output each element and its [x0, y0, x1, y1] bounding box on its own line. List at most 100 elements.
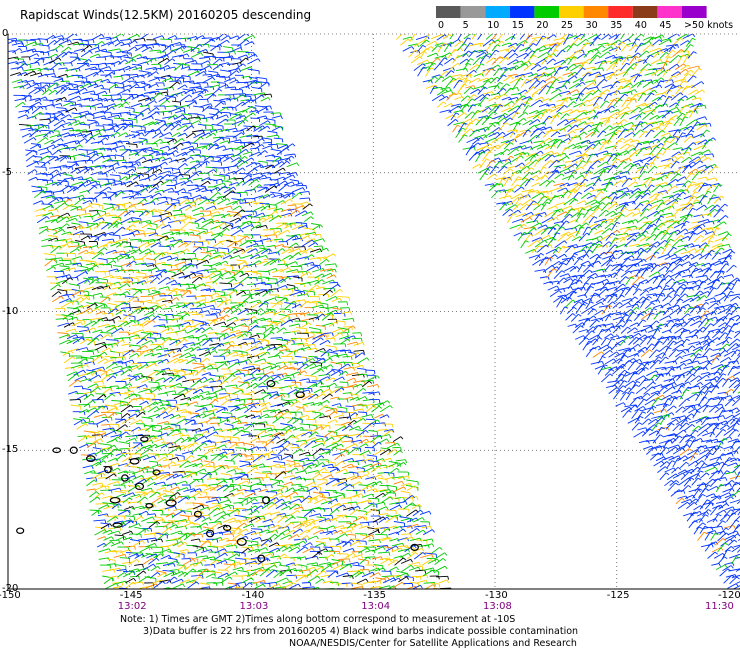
wind-barb — [192, 388, 201, 395]
wind-barb — [149, 276, 158, 284]
wind-barb — [246, 283, 255, 286]
wind-barb — [320, 268, 332, 272]
wind-barb-flag — [217, 211, 221, 215]
wind-barb — [195, 327, 203, 333]
wind-barb — [38, 228, 47, 235]
wind-barb — [238, 276, 249, 284]
wind-barb-flag — [318, 296, 321, 301]
wind-barb — [274, 238, 283, 241]
wind-barb — [219, 97, 230, 101]
wind-barb — [165, 93, 176, 101]
wind-barb — [192, 136, 202, 144]
wind-barb-flag — [254, 168, 258, 172]
wind-barb — [275, 248, 283, 254]
wind-barb — [276, 223, 285, 229]
wind-barb-flag — [44, 125, 48, 129]
wind-barb-flag — [254, 162, 258, 166]
wind-barb-flag — [302, 187, 306, 191]
wind-barb-flag — [102, 191, 106, 195]
wind-barb — [126, 260, 135, 267]
wind-barb-flag — [288, 158, 291, 162]
wind-barb — [144, 91, 155, 94]
wind-barb-flag — [65, 275, 68, 280]
wind-barb-flag — [46, 84, 50, 88]
wind-barb — [339, 338, 348, 345]
wind-barb — [179, 177, 188, 180]
wind-barb — [20, 127, 32, 131]
wind-barb — [43, 130, 52, 138]
wind-barb — [152, 132, 162, 139]
wind-barb — [34, 96, 46, 102]
wind-barb-flag — [214, 56, 217, 60]
wind-barb — [149, 49, 161, 52]
wind-barb — [219, 140, 228, 144]
wind-barb — [282, 254, 291, 260]
wind-barb — [233, 248, 244, 254]
wind-barb — [81, 205, 91, 211]
wind-barb — [295, 221, 307, 224]
wind-barb — [146, 331, 158, 333]
wind-barb-flag — [207, 181, 211, 185]
wind-barb-flag — [108, 186, 112, 190]
wind-barb — [82, 90, 94, 94]
wind-barb — [234, 63, 244, 71]
wind-barb — [233, 93, 246, 95]
wind-barb-flag — [254, 240, 257, 244]
wind-barb — [188, 82, 201, 85]
wind-barb-flag — [214, 281, 218, 285]
wind-barb-flag — [227, 128, 230, 133]
wind-barb — [201, 105, 210, 113]
wind-barb — [207, 367, 218, 370]
wind-barb — [132, 329, 144, 334]
wind-barb-flag — [142, 409, 146, 413]
wind-barb — [196, 302, 204, 308]
wind-barb-flag — [157, 77, 161, 82]
wind-barb — [280, 399, 290, 402]
wind-barb — [8, 40, 15, 44]
wind-barb — [206, 107, 219, 110]
wind-barb-flag — [277, 251, 280, 256]
wind-barb — [158, 170, 170, 175]
wind-barb-flag — [233, 322, 237, 326]
wind-barb-flag — [125, 381, 127, 385]
wind-barb — [107, 220, 117, 229]
wind-barb-flag — [100, 334, 104, 338]
wind-barb-flag — [58, 57, 62, 61]
wind-barb — [90, 93, 99, 96]
wind-barb — [201, 37, 212, 39]
wind-barb-flag — [243, 290, 247, 295]
wind-barb — [264, 123, 276, 126]
wind-barb — [89, 308, 98, 314]
wind-barb-flag — [207, 82, 209, 87]
wind-barb-flag — [266, 260, 270, 265]
wind-barb-flag — [164, 44, 167, 49]
wind-barb — [133, 372, 142, 376]
wind-barb — [158, 286, 169, 290]
wind-barb — [75, 240, 85, 243]
wind-barb — [78, 221, 88, 224]
wind-barb — [162, 77, 172, 82]
wind-barb — [68, 91, 79, 96]
wind-barb-flag — [286, 263, 289, 268]
wind-barb — [47, 235, 58, 237]
wind-barb — [47, 156, 57, 163]
wind-barb-flag — [64, 51, 68, 56]
wind-barb — [243, 35, 254, 41]
wind-barb — [62, 312, 72, 321]
wind-barb-flag — [307, 300, 311, 304]
wind-barb — [319, 258, 327, 266]
wind-barb-flag — [79, 399, 82, 403]
wind-barb-flag — [251, 106, 255, 110]
wind-barb — [72, 336, 83, 339]
wind-barb — [103, 388, 111, 394]
wind-barb-flag — [184, 261, 187, 266]
wind-barb-flag — [268, 402, 272, 406]
wind-barb — [156, 91, 167, 95]
wind-barb-flag — [298, 323, 301, 328]
wind-barb-flag — [320, 337, 324, 341]
wind-barb — [53, 113, 63, 120]
wind-barb-flag — [95, 153, 99, 157]
wind-barb — [258, 234, 268, 238]
wind-barb — [57, 179, 66, 187]
wind-barb — [187, 46, 199, 50]
